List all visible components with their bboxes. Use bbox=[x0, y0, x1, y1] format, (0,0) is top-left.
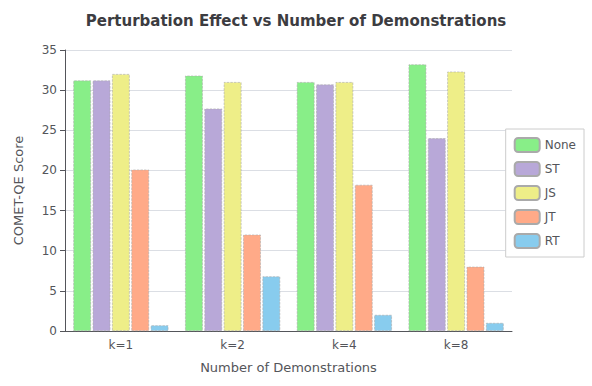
svg-text:Perturbation Effect vs Number: Perturbation Effect vs Number of Demonst… bbox=[86, 12, 507, 30]
svg-text:RT: RT bbox=[545, 234, 560, 248]
svg-text:25: 25 bbox=[42, 123, 57, 137]
svg-text:k=2: k=2 bbox=[220, 338, 245, 352]
svg-text:Number of Demonstrations: Number of Demonstrations bbox=[200, 360, 377, 375]
svg-text:k=8: k=8 bbox=[444, 338, 469, 352]
svg-text:15: 15 bbox=[42, 204, 57, 218]
svg-text:JS: JS bbox=[544, 186, 556, 200]
svg-text:10: 10 bbox=[42, 244, 57, 258]
svg-text:JT: JT bbox=[544, 210, 557, 224]
svg-text:k=4: k=4 bbox=[332, 338, 357, 352]
svg-text:COMET-QE Score: COMET-QE Score bbox=[11, 136, 26, 246]
svg-text:30: 30 bbox=[42, 83, 57, 97]
svg-text:20: 20 bbox=[42, 163, 57, 177]
svg-text:k=1: k=1 bbox=[109, 338, 134, 352]
svg-text:ST: ST bbox=[545, 162, 561, 176]
svg-text:35: 35 bbox=[42, 43, 57, 57]
svg-text:5: 5 bbox=[49, 284, 57, 298]
svg-text:0: 0 bbox=[49, 324, 57, 338]
svg-text:None: None bbox=[545, 138, 576, 152]
